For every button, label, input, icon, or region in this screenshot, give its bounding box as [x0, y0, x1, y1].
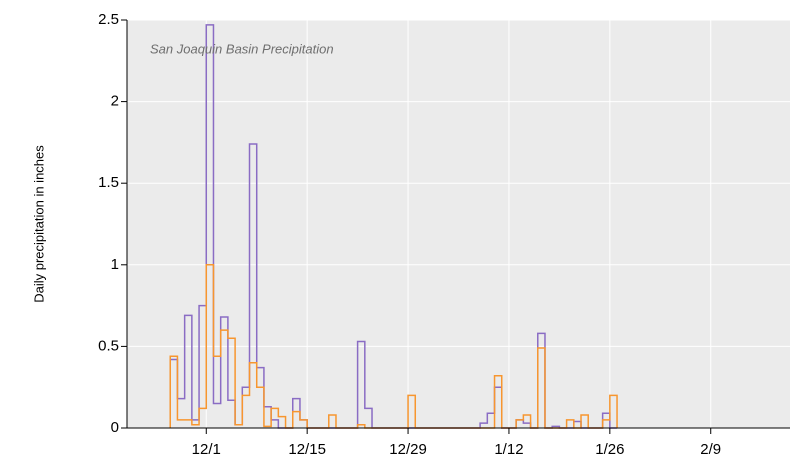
chart-title: San Joaquin Basin Precipitation — [150, 41, 334, 56]
x-tick-label: 2/9 — [700, 441, 721, 458]
plot-area — [127, 20, 790, 428]
x-tick-label: 12/15 — [288, 441, 326, 458]
y-axis-label: Daily precipitation in inches — [31, 145, 46, 303]
y-tick-label: 1 — [111, 256, 119, 273]
y-tick-label: 0.5 — [98, 337, 119, 354]
x-tick-label: 1/26 — [595, 441, 624, 458]
y-tick-label: 0 — [111, 419, 119, 436]
x-tick-label: 1/12 — [494, 441, 523, 458]
y-tick-label: 1.5 — [98, 174, 119, 191]
x-tick-label: 12/29 — [389, 441, 427, 458]
y-tick-label: 2 — [111, 93, 119, 110]
y-tick-label: 2.5 — [98, 11, 119, 28]
x-tick-label: 12/1 — [192, 441, 221, 458]
